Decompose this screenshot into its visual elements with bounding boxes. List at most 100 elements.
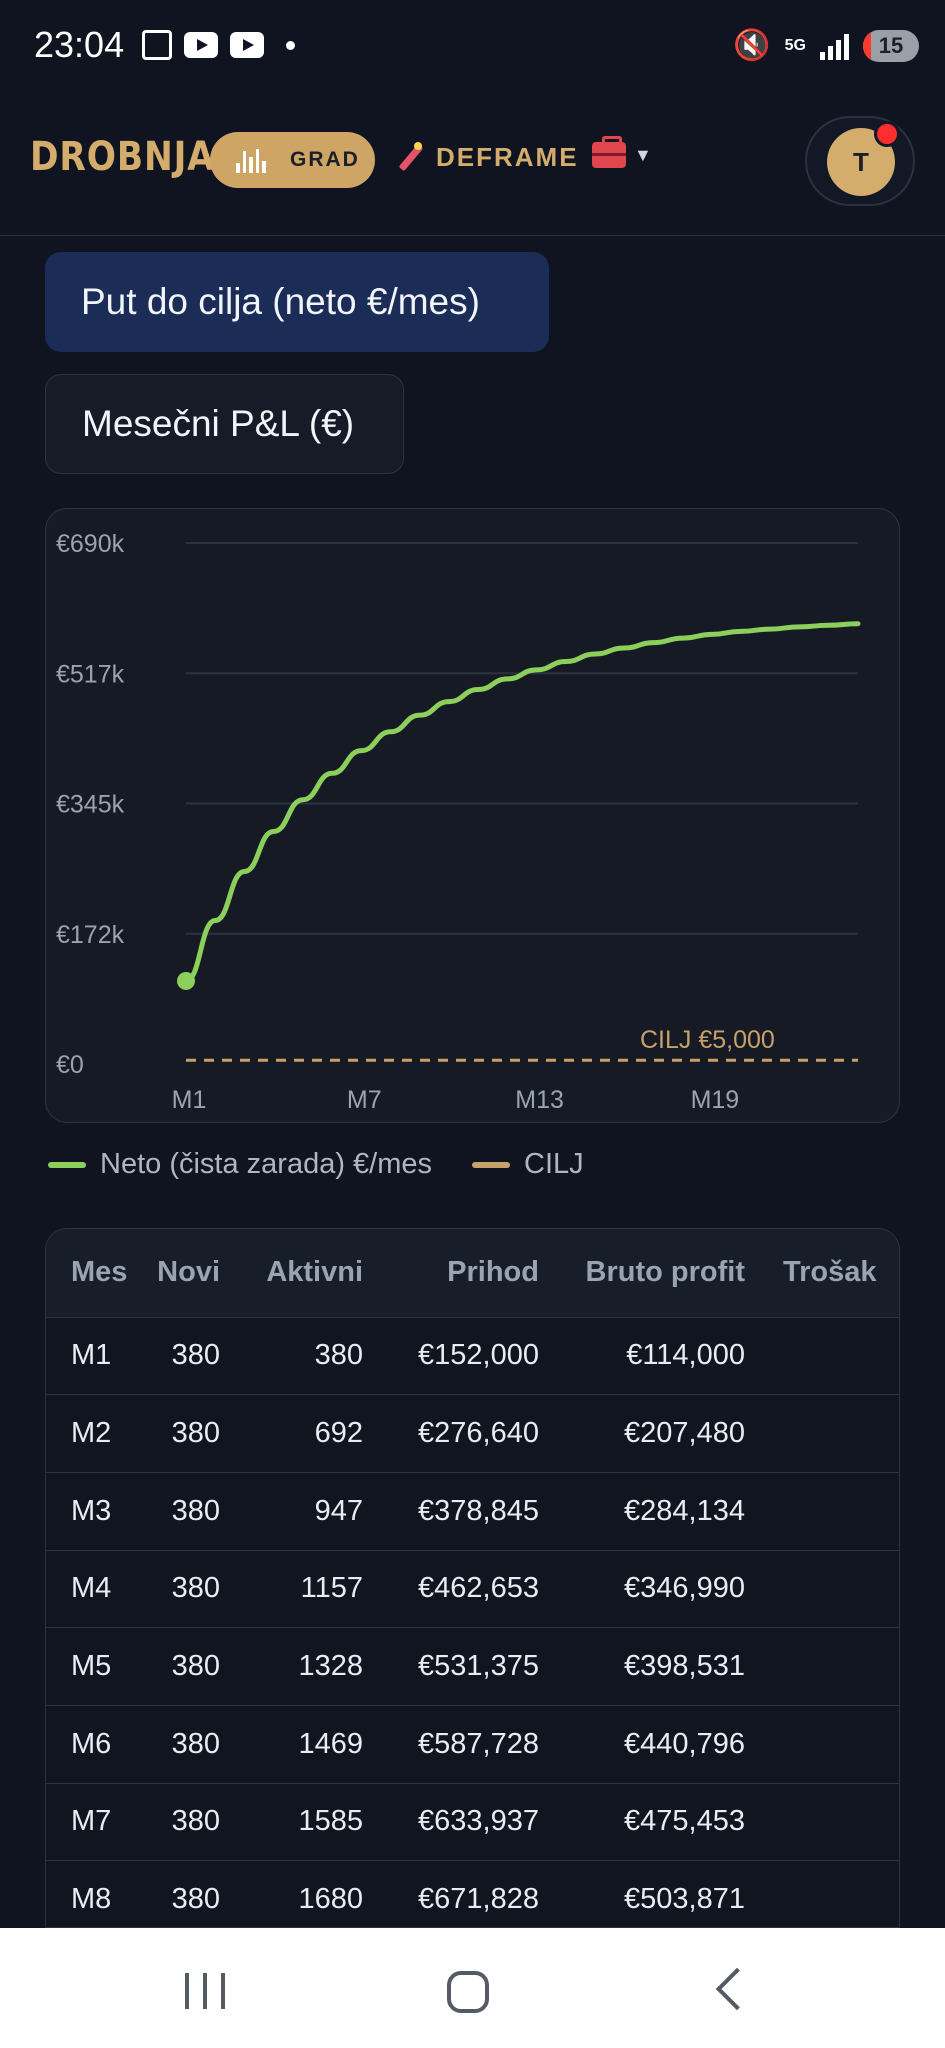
table-cell: 1157 bbox=[246, 1550, 389, 1628]
status-bar: 23:04 🔇 5G 15 bbox=[0, 0, 945, 92]
col-header-novi: Novi bbox=[146, 1229, 246, 1317]
legend-swatch-goal bbox=[472, 1162, 510, 1168]
table-row: M4 380 1157 €462,653 €346,990 bbox=[46, 1550, 900, 1628]
table-cell: M8 bbox=[46, 1861, 146, 1928]
table-cell: 380 bbox=[146, 1861, 246, 1928]
screenshot-icon bbox=[142, 30, 172, 60]
y-tick-label: €690k bbox=[56, 530, 125, 558]
table-cell: €378,845 bbox=[389, 1472, 565, 1550]
chart-legend: Neto (čista zarada) €/mes CILJ bbox=[48, 1148, 584, 1181]
status-time: 23:04 bbox=[34, 24, 124, 66]
table-cell: €440,796 bbox=[565, 1705, 771, 1783]
table-cell: €152,000 bbox=[389, 1317, 565, 1395]
app-header: DROBNJAK GRAD DEFRAME ▼ T bbox=[0, 92, 945, 236]
tab-goal-path[interactable]: Put do cilja (neto €/mes) bbox=[45, 252, 549, 352]
table-cell: €503,871 bbox=[565, 1861, 771, 1928]
notification-dot bbox=[874, 121, 900, 147]
table-cell: 380 bbox=[146, 1705, 246, 1783]
legend-swatch-neto bbox=[48, 1162, 86, 1168]
col-header-bruto-profit: Bruto profit bbox=[565, 1229, 771, 1317]
toolbox-dropdown[interactable]: ▼ bbox=[592, 142, 652, 168]
y-tick-label: €0 bbox=[56, 1051, 84, 1079]
series-line-neto bbox=[186, 624, 858, 981]
mute-icon: 🔇 bbox=[733, 28, 770, 63]
table-cell: €346,990 bbox=[565, 1550, 771, 1628]
pl-table[interactable]: Mes Novi Aktivni Prihod Bruto profit Tro… bbox=[45, 1228, 900, 1928]
legend-item-goal[interactable]: CILJ bbox=[472, 1148, 584, 1181]
x-tick-label: M7 bbox=[347, 1086, 382, 1114]
table-cell bbox=[771, 1861, 900, 1928]
table-cell bbox=[771, 1317, 900, 1395]
table-cell bbox=[771, 1783, 900, 1861]
table-row: M5 380 1328 €531,375 €398,531 bbox=[46, 1628, 900, 1706]
legend-label-neto: Neto (čista zarada) €/mes bbox=[100, 1148, 432, 1181]
recent-apps-button[interactable] bbox=[185, 1973, 225, 2009]
profile-button[interactable]: T bbox=[805, 116, 915, 206]
table-cell: 1585 bbox=[246, 1783, 389, 1861]
table-cell bbox=[771, 1550, 900, 1628]
line-chart: €690k €517k €345k €172k €0 M1 M7 M13 M19 CILJ €5,… bbox=[46, 509, 901, 1124]
table-cell: 692 bbox=[246, 1395, 389, 1473]
notification-icons bbox=[142, 30, 295, 60]
table-row: M3 380 947 €378,845 €284,134 bbox=[46, 1472, 900, 1550]
table-cell: M5 bbox=[46, 1628, 146, 1706]
y-tick-label: €517k bbox=[56, 660, 125, 688]
table-cell: €284,134 bbox=[565, 1472, 771, 1550]
table-header-row: Mes Novi Aktivni Prihod Bruto profit Tro… bbox=[46, 1229, 900, 1317]
table-cell: M7 bbox=[46, 1783, 146, 1861]
signal-icon bbox=[820, 32, 849, 60]
table-cell: 380 bbox=[246, 1317, 389, 1395]
table-cell: 380 bbox=[146, 1550, 246, 1628]
table-cell: 380 bbox=[146, 1472, 246, 1550]
more-notifications-icon bbox=[286, 41, 295, 50]
city-icon bbox=[236, 147, 266, 173]
table-cell: 380 bbox=[146, 1317, 246, 1395]
table-cell: 947 bbox=[246, 1472, 389, 1550]
battery-icon: 15 bbox=[863, 30, 919, 62]
table-cell: €671,828 bbox=[389, 1861, 565, 1928]
y-tick-label: €172k bbox=[56, 921, 125, 949]
grad-button[interactable]: GRAD bbox=[210, 132, 375, 188]
tab-monthly-pl[interactable]: Mesečni P&L (€) bbox=[45, 374, 404, 474]
goal-chart: €690k €517k €345k €172k €0 M1 M7 M13 M19 CILJ €5,… bbox=[45, 508, 900, 1123]
table-cell: €587,728 bbox=[389, 1705, 565, 1783]
table-cell: 1469 bbox=[246, 1705, 389, 1783]
x-tick-label: M19 bbox=[691, 1086, 740, 1114]
grad-label: GRAD bbox=[290, 148, 360, 172]
table-cell: 380 bbox=[146, 1395, 246, 1473]
table-row: M8 380 1680 €671,828 €503,871 bbox=[46, 1861, 900, 1928]
table-cell: €475,453 bbox=[565, 1783, 771, 1861]
back-button[interactable] bbox=[716, 1968, 758, 2010]
col-header-prihod: Prihod bbox=[389, 1229, 565, 1317]
table-cell: €398,531 bbox=[565, 1628, 771, 1706]
table-cell: 1680 bbox=[246, 1861, 389, 1928]
x-tick-label: M13 bbox=[515, 1086, 564, 1114]
deframe-label: DEFRAME bbox=[436, 142, 579, 173]
legend-item-neto[interactable]: Neto (čista zarada) €/mes bbox=[48, 1148, 432, 1181]
table-cell: €462,653 bbox=[389, 1550, 565, 1628]
deframe-button[interactable]: DEFRAME bbox=[392, 140, 579, 174]
table-cell bbox=[771, 1628, 900, 1706]
goal-label: CILJ €5,000 bbox=[640, 1026, 775, 1054]
table-row: M7 380 1585 €633,937 €475,453 bbox=[46, 1783, 900, 1861]
table-cell bbox=[771, 1395, 900, 1473]
table-cell bbox=[771, 1705, 900, 1783]
table-cell: M1 bbox=[46, 1317, 146, 1395]
y-tick-label: €345k bbox=[56, 791, 125, 819]
table-cell: €531,375 bbox=[389, 1628, 565, 1706]
legend-label-goal: CILJ bbox=[524, 1148, 584, 1181]
table-cell: M2 bbox=[46, 1395, 146, 1473]
home-button[interactable] bbox=[447, 1971, 489, 2013]
table-row: M1 380 380 €152,000 €114,000 bbox=[46, 1317, 900, 1395]
firecracker-icon bbox=[392, 140, 426, 174]
table-row: M6 380 1469 €587,728 €440,796 bbox=[46, 1705, 900, 1783]
col-header-mes: Mes bbox=[46, 1229, 146, 1317]
table-cell: €633,937 bbox=[389, 1783, 565, 1861]
table-cell: €207,480 bbox=[565, 1395, 771, 1473]
youtube-icon bbox=[230, 32, 264, 58]
table-cell: M6 bbox=[46, 1705, 146, 1783]
network-type: 5G bbox=[785, 39, 806, 53]
data-point-m1 bbox=[177, 972, 195, 990]
toolbox-icon bbox=[592, 142, 626, 168]
x-tick-label: M1 bbox=[172, 1086, 207, 1114]
